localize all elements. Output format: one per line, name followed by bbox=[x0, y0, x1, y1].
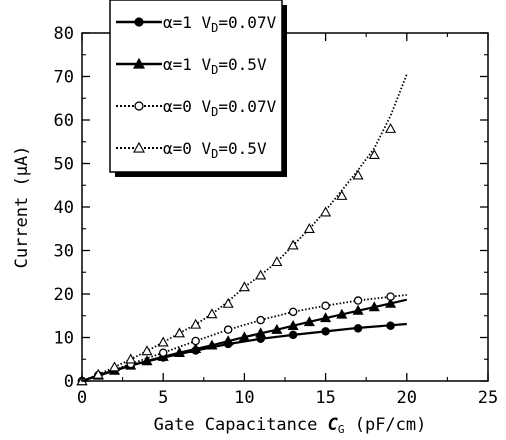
plot-marks bbox=[76, 73, 408, 386]
x-tick-label: 20 bbox=[397, 388, 417, 408]
series-4-point bbox=[238, 281, 250, 292]
y-tick-label: 30 bbox=[54, 242, 74, 262]
series-4-point bbox=[125, 353, 137, 364]
series-3-point bbox=[191, 336, 200, 346]
series-2-point bbox=[255, 327, 267, 338]
series-2-point bbox=[287, 320, 299, 330]
series-3-point bbox=[321, 301, 330, 310]
series-4-point bbox=[92, 368, 104, 379]
series-2-point bbox=[336, 308, 348, 319]
legend-series-2-marker bbox=[133, 57, 145, 69]
legend-series-4-label: α=0 VD=0.5V bbox=[163, 139, 267, 161]
series-2-point bbox=[206, 339, 218, 350]
legend-series-2-label: α=1 VD=0.5V bbox=[163, 55, 267, 77]
y-tick-label: 20 bbox=[54, 285, 74, 305]
legend-series-1-label-main: α=1 V bbox=[163, 13, 212, 32]
series-4-point bbox=[173, 327, 185, 338]
legend-series-3-marker bbox=[134, 101, 144, 111]
series-4-point bbox=[320, 206, 332, 217]
series-3-point bbox=[256, 315, 265, 325]
series-2-point bbox=[190, 343, 202, 354]
y-tick-label: 10 bbox=[54, 329, 74, 349]
series-2-point bbox=[385, 297, 397, 308]
series-1-point bbox=[321, 327, 330, 336]
series-4-point bbox=[157, 336, 169, 347]
x-axis-label-suffix: (pF/cm) bbox=[344, 415, 426, 435]
series-2-point bbox=[352, 304, 364, 315]
series-1-point bbox=[288, 330, 298, 340]
series-2-point bbox=[320, 312, 332, 323]
series-4-point bbox=[206, 308, 218, 319]
x-axis-label-symbol-subscript: G bbox=[338, 423, 345, 436]
legend-series-2-label-tail: =0.5V bbox=[218, 55, 267, 74]
legend-series-3-label-main: α=0 V bbox=[163, 97, 212, 116]
series-4-point bbox=[255, 269, 267, 280]
series-3-point bbox=[386, 292, 395, 301]
series-4-point bbox=[190, 318, 202, 329]
series-4-point bbox=[222, 297, 234, 308]
series-2-point bbox=[173, 346, 185, 357]
legend-series-4-label-subscript: D bbox=[211, 147, 218, 161]
series-3-point bbox=[223, 325, 233, 334]
series-4-point bbox=[287, 239, 299, 250]
series-2-point bbox=[238, 331, 250, 342]
x-axis-label-prefix: Gate Capacitance bbox=[154, 415, 328, 435]
legend-series-1-label-subscript: D bbox=[211, 21, 218, 35]
legend-series-1-label-tail: =0.07V bbox=[218, 13, 276, 32]
x-tick-label: 5 bbox=[158, 388, 168, 408]
series-3-point bbox=[288, 307, 298, 317]
series-4-point bbox=[303, 223, 315, 233]
y-tick-label: 60 bbox=[54, 111, 74, 131]
legend-series-1-marker bbox=[134, 17, 144, 27]
series-3-point bbox=[158, 348, 168, 357]
series-1-point bbox=[386, 321, 395, 331]
series-2-point bbox=[141, 355, 153, 366]
series-4-point bbox=[141, 345, 153, 356]
y-axis-label: Current (μA) bbox=[12, 146, 32, 269]
x-tick-label: 25 bbox=[478, 388, 498, 408]
series-2-point bbox=[368, 301, 380, 312]
legend-series-4-marker bbox=[133, 141, 145, 153]
y-tick-label: 50 bbox=[54, 155, 74, 175]
legend-series-2-label-main: α=1 V bbox=[163, 55, 212, 74]
series-4-point bbox=[385, 122, 397, 133]
series-4-point bbox=[368, 149, 380, 160]
series-4-point bbox=[352, 169, 364, 180]
x-tick-label: 10 bbox=[234, 388, 254, 408]
legend-series-3-label: α=0 VD=0.07V bbox=[163, 97, 277, 119]
series-4-point bbox=[271, 256, 283, 267]
series-4-line bbox=[81, 73, 408, 382]
series-4-point bbox=[108, 361, 121, 372]
axis-ticks: 0 5 10 15 20 25 0 10 20 30 40 50 60 70 80 bbox=[54, 24, 499, 408]
series-4-point bbox=[336, 189, 348, 200]
x-axis-label: Gate Capacitance CG (pF/cm) bbox=[154, 415, 427, 436]
series-3-point bbox=[353, 296, 363, 305]
legend-series-2-label-subscript: D bbox=[211, 63, 218, 77]
y-tick-label: 70 bbox=[54, 68, 74, 88]
series-1-point bbox=[353, 324, 363, 333]
series-2-point bbox=[271, 323, 283, 334]
legend-series-3-label-tail: =0.07V bbox=[218, 97, 276, 116]
legend-series-3-label-subscript: D bbox=[211, 105, 218, 119]
y-tick-label: 0 bbox=[64, 372, 74, 392]
x-tick-label: 15 bbox=[315, 388, 335, 408]
x-tick-label: 0 bbox=[77, 388, 87, 408]
legend-series-4-label-tail: =0.5V bbox=[218, 139, 267, 158]
y-tick-label: 80 bbox=[54, 24, 74, 44]
series-2-point bbox=[303, 316, 315, 327]
y-tick-label: 40 bbox=[54, 198, 74, 218]
x-axis-label-symbol: C bbox=[328, 415, 339, 435]
legend-series-1-label: α=1 VD=0.07V bbox=[163, 13, 277, 35]
series-2-point bbox=[222, 335, 234, 346]
legend-series-4-label-main: α=0 V bbox=[163, 139, 212, 158]
